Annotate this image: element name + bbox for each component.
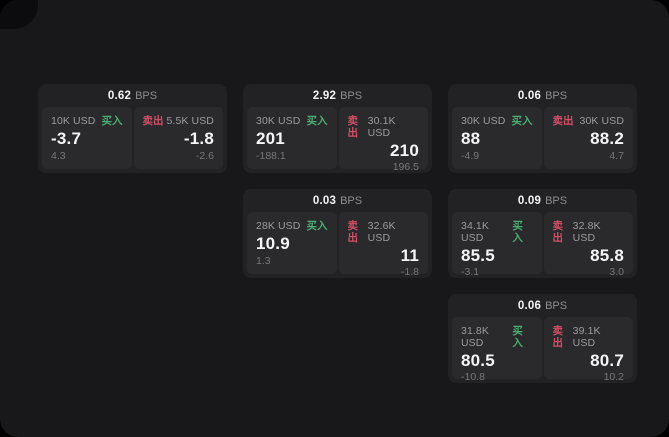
- bps-value: 0.03: [312, 194, 337, 207]
- sell-price: 80.7: [590, 351, 624, 370]
- quote-card: 0.06 BPS 31.8K USD 买入 80.5 -10.8 卖出 39.1…: [448, 294, 637, 383]
- quote-card: 0.03 BPS 28K USD 买入 10.9 1.3 卖出 32.6K US…: [243, 189, 432, 278]
- bps-value: 2.92: [312, 89, 337, 102]
- sell-delta: -1.8: [400, 266, 419, 278]
- bps-header: 0.03 BPS: [247, 189, 428, 212]
- sell-amount: 30.1K USD: [367, 115, 396, 139]
- corner-accent: [0, 0, 38, 29]
- sell-panel[interactable]: 卖出 30K USD 88.2 4.7: [543, 107, 633, 169]
- bps-value: 0.09: [517, 194, 542, 207]
- sell-label: 卖出: [552, 325, 564, 349]
- buy-amount: 34.1K USD: [461, 220, 489, 244]
- quote-card: 0.62 BPS 10K USD 买入 -3.7 4.3 卖出 5.5K USD…: [38, 84, 227, 173]
- buy-delta: -188.1: [256, 150, 286, 162]
- buy-delta: -4.9: [461, 150, 480, 162]
- sell-panel[interactable]: 卖出 32.6K USD 11 -1.8: [338, 212, 428, 278]
- buy-price: 80.5: [461, 351, 495, 370]
- sell-label: 卖出: [552, 220, 564, 244]
- sell-label: 卖出: [347, 220, 359, 244]
- sell-delta: 3.0: [609, 266, 624, 278]
- sell-panel[interactable]: 卖出 39.1K USD 80.7 10.2: [543, 317, 633, 383]
- buy-panel[interactable]: 30K USD 买入 201 -188.1: [247, 107, 337, 169]
- quote-card: 0.09 BPS 34.1K USD 买入 85.5 -3.1 卖出 32.8K…: [448, 189, 637, 278]
- sell-price: 88.2: [590, 129, 624, 148]
- sell-delta: 196.5: [392, 161, 419, 173]
- buy-label: 买入: [306, 220, 328, 232]
- bps-header: 0.09 BPS: [452, 189, 633, 212]
- bps-unit: BPS: [545, 194, 568, 207]
- quote-card: 0.06 BPS 30K USD 买入 88 -4.9 卖出 30K USD 8…: [448, 84, 637, 173]
- buy-delta: -10.8: [461, 371, 485, 383]
- buy-label: 买入: [511, 115, 533, 127]
- buy-price: 85.5: [461, 246, 495, 265]
- buy-panel[interactable]: 34.1K USD 买入 85.5 -3.1: [452, 212, 542, 278]
- buy-delta: -3.1: [461, 266, 480, 278]
- buy-price: -3.7: [51, 129, 82, 148]
- buy-delta: 4.3: [51, 150, 66, 162]
- buy-panel[interactable]: 28K USD 买入 10.9 1.3: [247, 212, 337, 274]
- bps-unit: BPS: [340, 194, 363, 207]
- sell-delta: 4.7: [609, 150, 624, 162]
- sell-label: 卖出: [347, 115, 359, 139]
- buy-label: 买入: [306, 115, 328, 127]
- sell-amount: 5.5K USD: [166, 115, 214, 127]
- sell-panel[interactable]: 卖出 32.8K USD 85.8 3.0: [543, 212, 633, 278]
- quote-card: 2.92 BPS 30K USD 买入 201 -188.1 卖出 30.1K …: [243, 84, 432, 173]
- buy-price: 88: [461, 129, 481, 148]
- buy-delta: 1.3: [256, 255, 271, 267]
- buy-price: 10.9: [256, 234, 290, 253]
- sell-panel[interactable]: 卖出 5.5K USD -1.8 -2.6: [133, 107, 223, 169]
- sell-label: 卖出: [142, 115, 164, 127]
- bps-unit: BPS: [340, 89, 363, 102]
- sell-price: 11: [400, 246, 419, 265]
- bps-header: 0.06 BPS: [452, 294, 633, 317]
- bps-header: 2.92 BPS: [247, 84, 428, 107]
- bps-unit: BPS: [545, 299, 568, 312]
- buy-amount: 30K USD: [461, 115, 506, 127]
- bps-value: 0.06: [517, 89, 542, 102]
- sell-delta: -2.6: [195, 150, 214, 162]
- bps-value: 0.62: [107, 89, 132, 102]
- buy-price: 201: [256, 129, 285, 148]
- buy-amount: 30K USD: [256, 115, 301, 127]
- buy-panel[interactable]: 10K USD 买入 -3.7 4.3: [42, 107, 132, 169]
- bps-header: 0.62 BPS: [42, 84, 223, 107]
- sell-price: -1.8: [183, 129, 214, 148]
- buy-amount: 31.8K USD: [461, 325, 489, 349]
- sell-price: 85.8: [590, 246, 624, 265]
- buy-label: 买入: [101, 115, 123, 127]
- sell-panel[interactable]: 卖出 30.1K USD 210 196.5: [338, 107, 428, 173]
- sell-amount: 32.8K USD: [572, 220, 601, 244]
- sell-amount: 32.6K USD: [367, 220, 396, 244]
- sell-price: 210: [390, 141, 419, 160]
- bps-value: 0.06: [517, 299, 542, 312]
- sell-amount: 30K USD: [579, 115, 624, 127]
- buy-label: 买入: [512, 325, 523, 349]
- bps-unit: BPS: [135, 89, 158, 102]
- sell-delta: 10.2: [603, 371, 624, 383]
- sell-amount: 39.1K USD: [572, 325, 601, 349]
- buy-label: 买入: [512, 220, 523, 244]
- buy-amount: 10K USD: [51, 115, 96, 127]
- buy-amount: 28K USD: [256, 220, 301, 232]
- bps-header: 0.06 BPS: [452, 84, 633, 107]
- bps-unit: BPS: [545, 89, 568, 102]
- buy-panel[interactable]: 31.8K USD 买入 80.5 -10.8: [452, 317, 542, 383]
- buy-panel[interactable]: 30K USD 买入 88 -4.9: [452, 107, 542, 169]
- sell-label: 卖出: [552, 115, 574, 127]
